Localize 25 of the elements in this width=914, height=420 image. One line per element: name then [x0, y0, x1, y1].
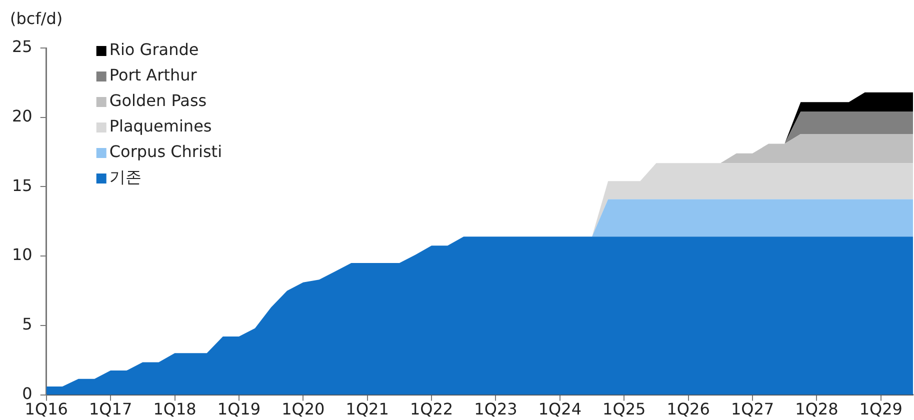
- x-tick-label: 1Q23: [474, 400, 518, 419]
- x-tick-label: 1Q29: [859, 400, 902, 419]
- y-tick-label: 15: [12, 176, 32, 195]
- x-tick-label: 1Q27: [730, 400, 774, 419]
- legend-label: 기존: [109, 168, 142, 187]
- x-tick-label: 1Q25: [602, 400, 646, 419]
- y-tick-label: 5: [22, 314, 32, 334]
- y-tick-label: 20: [12, 106, 32, 126]
- x-tick-label: 1Q28: [795, 400, 838, 419]
- x-tick-label: 1Q21: [346, 400, 389, 419]
- y-axis-title: (bcf/d): [10, 9, 63, 28]
- x-tick-label: 1Q18: [153, 400, 196, 419]
- legend-label: Rio Grande: [109, 40, 199, 60]
- y-tick-label: 10: [12, 245, 32, 264]
- legend-label: Port Arthur: [109, 66, 198, 85]
- x-tick-label: 1Q17: [88, 400, 132, 419]
- legend-label: Corpus Christi: [109, 142, 222, 162]
- x-tick-label: 1Q22: [410, 400, 454, 419]
- x-tick-label: 1Q24: [538, 400, 582, 419]
- x-tick-label: 1Q20: [282, 400, 325, 419]
- legend-label: Plaquemines: [109, 116, 212, 136]
- x-tick-label: 1Q19: [217, 400, 261, 419]
- y-tick-label: 25: [12, 37, 32, 56]
- x-tick-label: 1Q26: [666, 400, 710, 419]
- legend-label: Golden Pass: [109, 91, 207, 110]
